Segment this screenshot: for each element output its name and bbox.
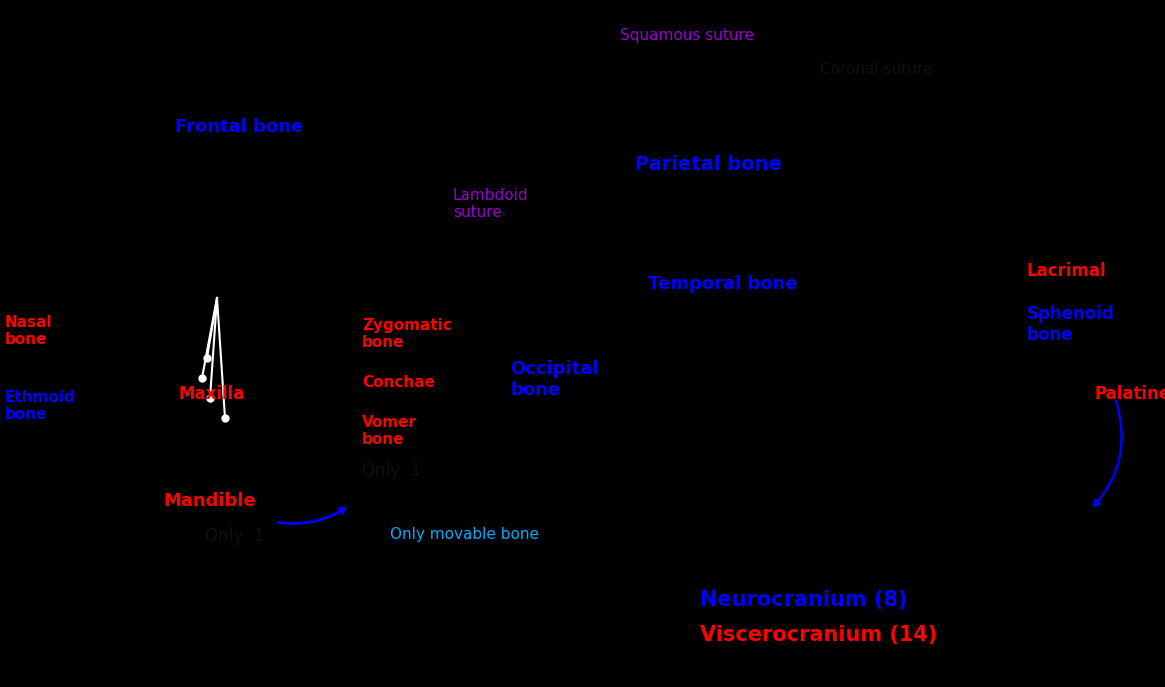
Text: Coronal suture: Coronal suture: [820, 62, 932, 77]
Text: Temporal bone: Temporal bone: [648, 275, 798, 293]
Text: Frontal bone: Frontal bone: [175, 118, 303, 136]
Text: Palatine: Palatine: [1095, 385, 1165, 403]
Text: Neurocranium (8): Neurocranium (8): [700, 590, 908, 610]
Text: Sphenoid
bone: Sphenoid bone: [1028, 305, 1115, 344]
Text: Zygomatic
bone: Zygomatic bone: [362, 318, 452, 350]
Text: Lambdoid
suture: Lambdoid suture: [453, 188, 529, 221]
Text: Viscerocranium (14): Viscerocranium (14): [700, 625, 938, 645]
Text: Nasal
bone: Nasal bone: [5, 315, 52, 348]
Text: Squamous suture: Squamous suture: [620, 28, 754, 43]
Text: Only movable bone: Only movable bone: [390, 527, 539, 542]
Text: Mandible: Mandible: [163, 492, 256, 510]
Text: Parietal bone: Parietal bone: [635, 155, 782, 174]
Text: Vomer
bone: Vomer bone: [362, 415, 417, 447]
Text: Lacrimal: Lacrimal: [1028, 262, 1107, 280]
Text: Only  1: Only 1: [205, 527, 264, 545]
Text: Maxilla: Maxilla: [178, 385, 245, 403]
Text: Only  1: Only 1: [362, 462, 421, 480]
Text: Occipital
bone: Occipital bone: [510, 360, 599, 398]
Text: Ethmoid
bone: Ethmoid bone: [5, 390, 76, 423]
Text: Conchae: Conchae: [362, 375, 435, 390]
